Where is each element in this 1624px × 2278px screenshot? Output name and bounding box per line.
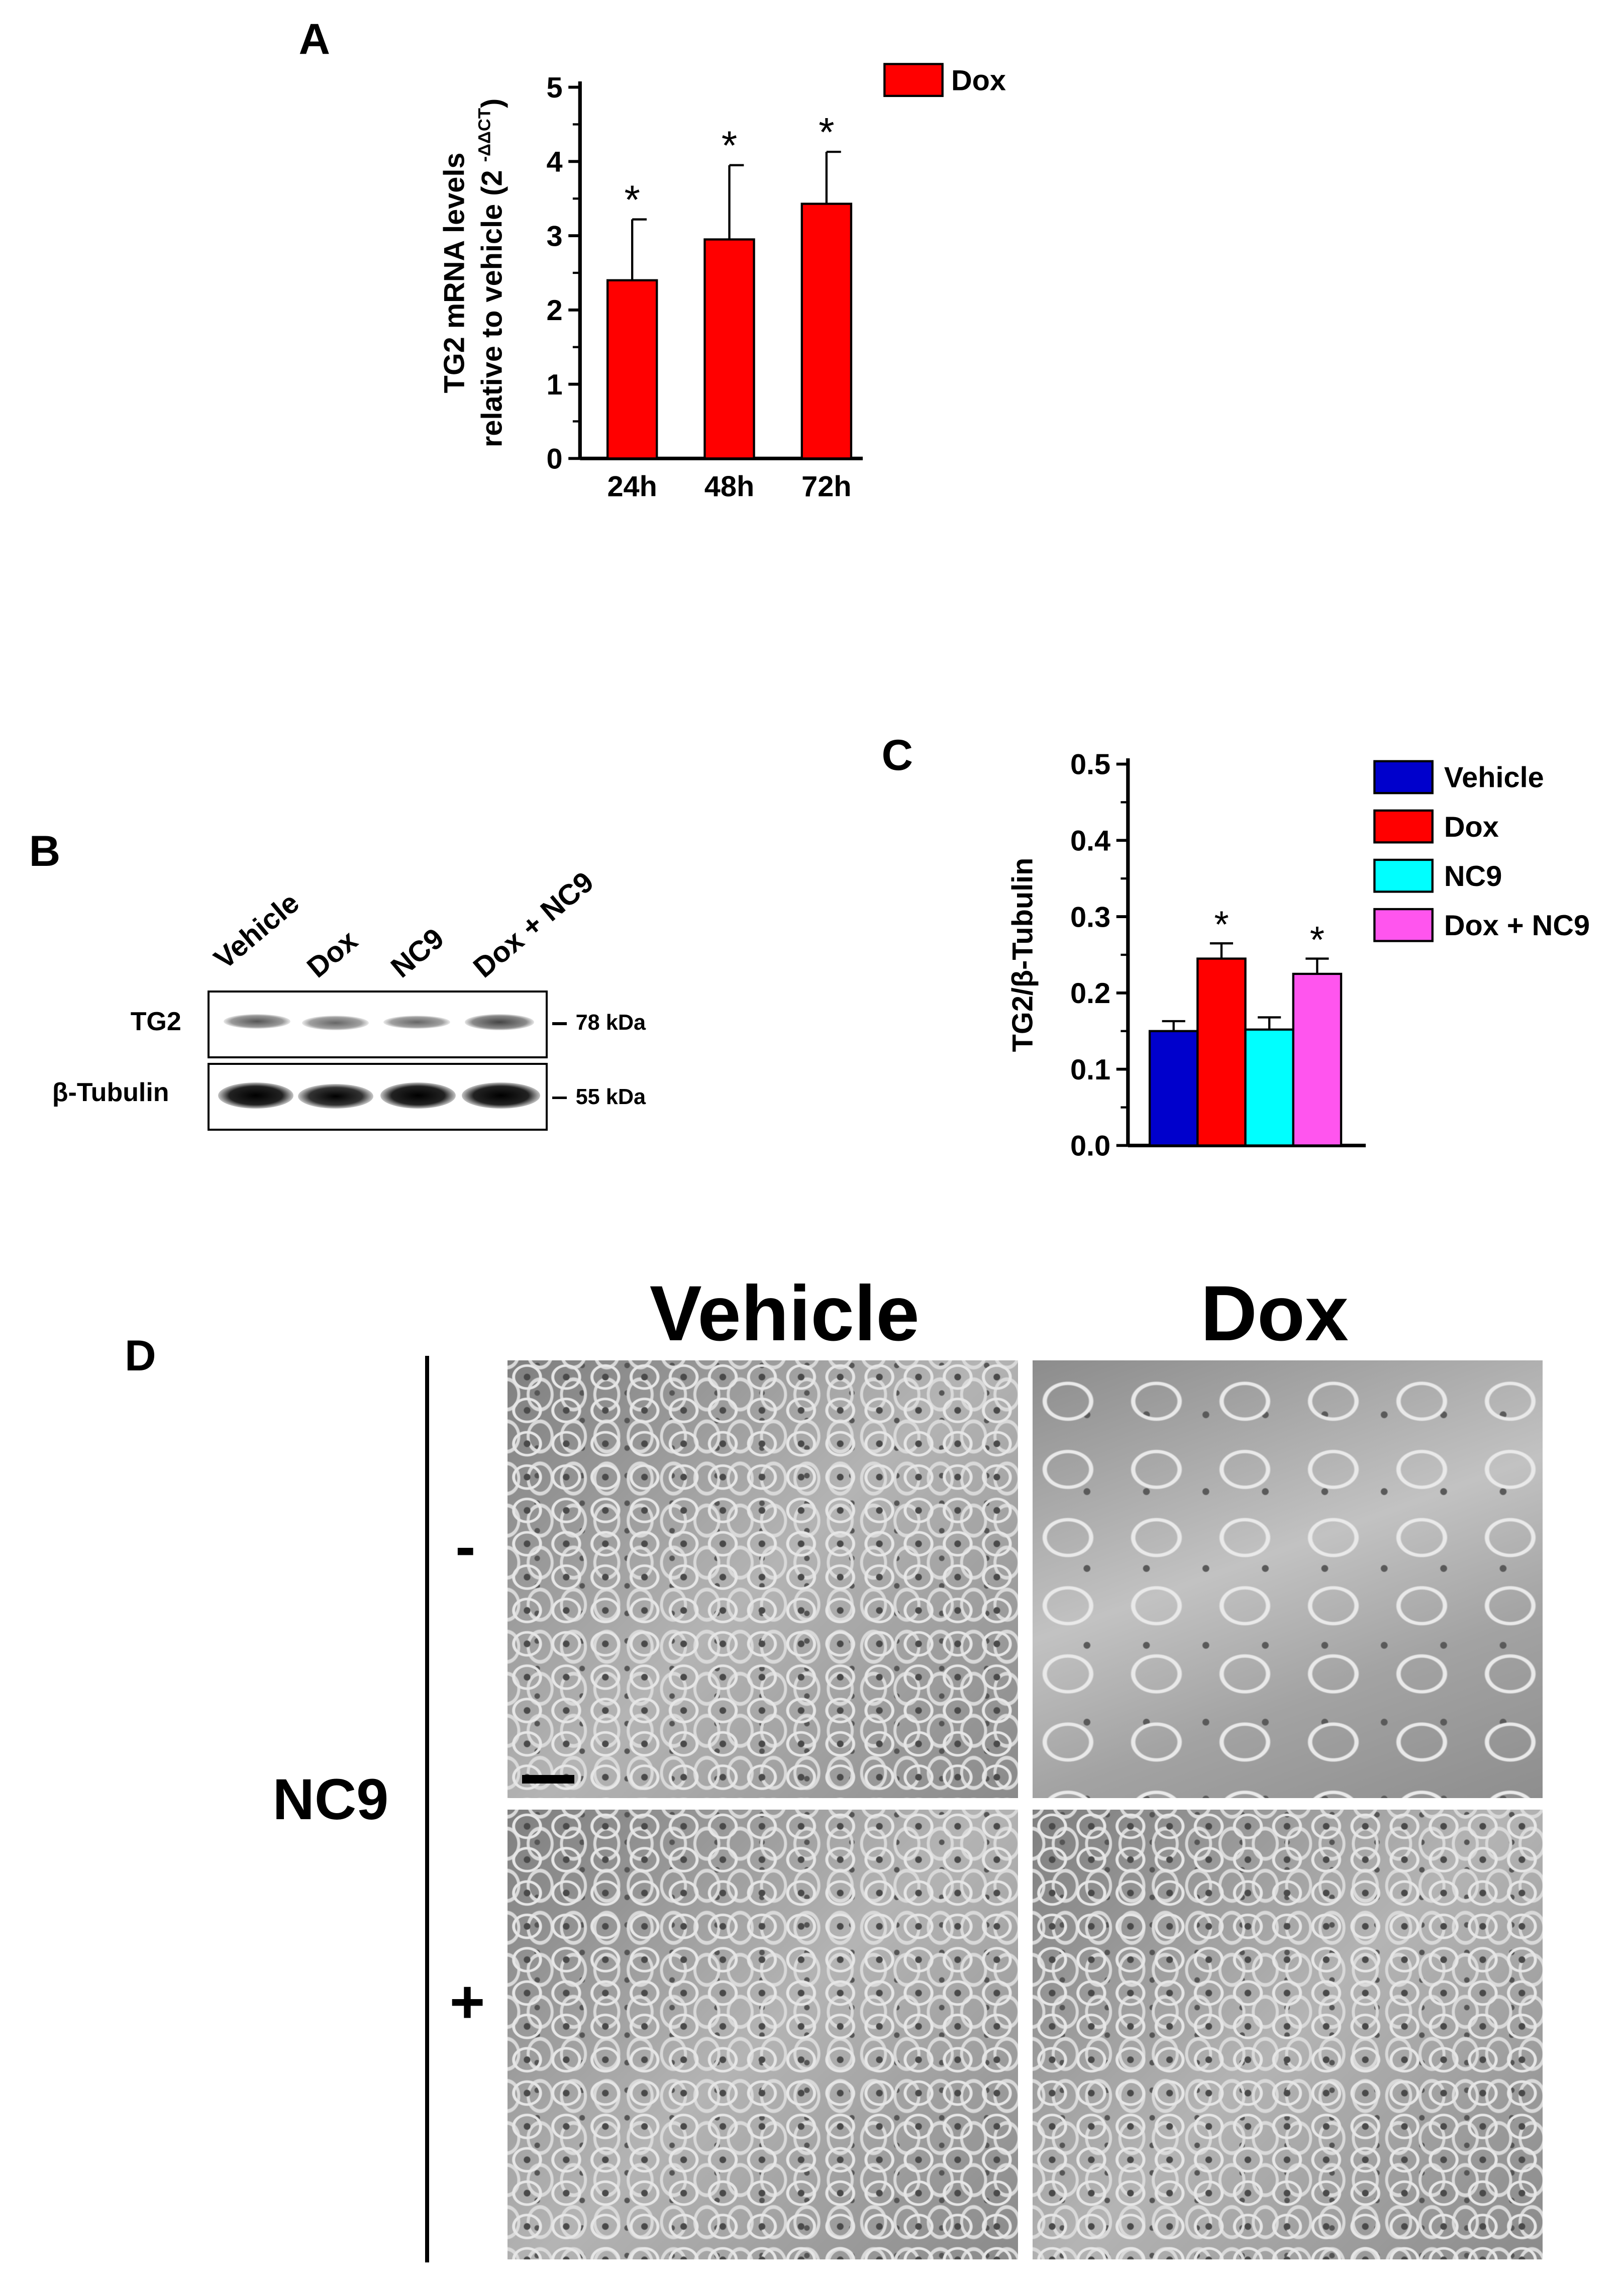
band-tg2-nc9 (383, 1016, 450, 1029)
significance-marker: * (722, 123, 737, 168)
marker-label-78: 78 kDa (575, 1011, 646, 1035)
bar (800, 202, 853, 460)
panel-a-letter: A (298, 15, 330, 63)
y-tick-label: 0.4 (1070, 825, 1110, 857)
micrograph-column-label-vehicle: Vehicle (649, 1269, 920, 1357)
legend-label: Dox + NC9 (1444, 910, 1590, 942)
blot-row-label-tg2: TG2 (130, 1007, 181, 1036)
significance-marker: * (819, 110, 834, 155)
micrograph-vehicle-minus-nc9 (507, 1360, 1018, 1799)
y-tick-label: 0 (547, 443, 563, 475)
x-tick-label: 24h (607, 470, 657, 503)
y-axis-label-close: ) (476, 98, 508, 108)
micrograph-column-label-dox: Dox (1200, 1269, 1349, 1357)
panel-d-letter: D (125, 1332, 156, 1380)
blot-lane-label-vehicle: Vehicle (208, 886, 306, 975)
blot-strip-tubulin (207, 1063, 548, 1131)
legend-swatch (1373, 908, 1434, 942)
legend-label: NC9 (1444, 860, 1502, 893)
micrograph-row-sign-minus: - (455, 1512, 476, 1580)
marker-tick-78 (552, 1022, 567, 1026)
band-tubulin-dox (297, 1083, 373, 1109)
y-tick-label: 0.1 (1070, 1054, 1110, 1086)
y-axis-label-line2: relative to vehicle (2 -ΔΔCT) (475, 98, 508, 447)
band-tubulin-dox-nc9 (461, 1082, 540, 1109)
band-tg2-dox (302, 1016, 369, 1030)
bar (1244, 1028, 1295, 1147)
y-axis-label: TG2/β-Tubulin (1007, 858, 1039, 1052)
significance-marker: * (624, 177, 640, 223)
micrograph-vehicle-plus-nc9 (507, 1810, 1018, 2259)
micrograph-treatment-label: NC9 (272, 1767, 389, 1832)
y-tick-label: 2 (547, 294, 563, 327)
blot-lane-label-nc9: NC9 (385, 922, 450, 984)
x-tick-label: 48h (704, 470, 754, 503)
blot-strip-tg2 (207, 990, 548, 1058)
panel-c-letter: C (881, 731, 914, 780)
significance-marker: * (1310, 919, 1325, 961)
bar (1292, 973, 1343, 1147)
legend-swatch (883, 62, 944, 97)
marker-label-55: 55 kDa (575, 1084, 646, 1109)
micrograph-dox-minus-nc9 (1032, 1360, 1543, 1799)
y-tick-label: 4 (547, 146, 563, 178)
x-tick-label: 72h (801, 470, 851, 503)
significance-marker: * (1214, 904, 1229, 946)
y-tick-label: 0.3 (1070, 902, 1110, 934)
blot-lane-label-dox: Dox (300, 924, 364, 984)
y-tick-label: 0.5 (1070, 749, 1110, 781)
scale-bar (522, 1775, 574, 1784)
legend-swatch (1373, 809, 1434, 844)
y-axis-label-superscript: -ΔΔCT (475, 108, 494, 162)
micrograph-dox-plus-nc9 (1032, 1810, 1543, 2259)
blot-row-label-tubulin: β-Tubulin (52, 1078, 169, 1108)
legend-swatch (1373, 859, 1434, 893)
y-tick-label: 5 (547, 71, 563, 104)
y-tick-label: 0.2 (1070, 977, 1110, 1010)
legend-label: Vehicle (1444, 762, 1544, 794)
micrograph-row-sign-plus: + (449, 1967, 485, 2036)
bar (606, 279, 658, 460)
chart-panel-a: 0 1 2 3 4 5 * 24h * 48h * 72h TG2 mRNA levels relativ… (438, 62, 1006, 503)
band-tubulin-nc9 (380, 1082, 456, 1109)
y-tick-label: 1 (547, 368, 563, 401)
chart-panel-c: 0.0 0.1 0.2 0.3 0.4 0.5 * * TG2/β-Tubulin Vehicle… (1007, 749, 1590, 1162)
bar (1149, 1030, 1199, 1147)
blot-lane-label-dox-nc9: Dox + NC9 (467, 865, 600, 984)
bar (1196, 957, 1247, 1147)
bar (703, 238, 755, 460)
y-tick-label: 0.0 (1070, 1130, 1110, 1162)
y-tick-label: 3 (547, 220, 563, 252)
band-tg2-vehicle (224, 1014, 291, 1029)
band-tg2-dox-nc9 (464, 1014, 535, 1030)
micrograph-row-divider (425, 1356, 430, 2262)
legend-label: Dox (1444, 811, 1499, 843)
legend-swatch (1373, 760, 1434, 795)
legend-label: Dox (951, 64, 1006, 96)
panel-b-letter: B (29, 827, 61, 875)
band-tubulin-vehicle (218, 1082, 293, 1109)
marker-tick-55 (552, 1096, 567, 1100)
y-axis-label-line1: TG2 mRNA levels (438, 152, 470, 393)
